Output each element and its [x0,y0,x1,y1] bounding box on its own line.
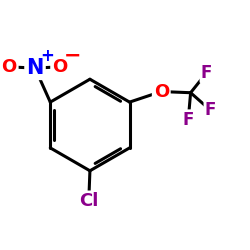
Text: F: F [205,101,216,119]
Text: O: O [154,82,169,100]
Text: +: + [40,47,54,65]
Text: Cl: Cl [79,192,98,210]
Text: O: O [52,58,67,76]
Text: F: F [201,64,212,82]
Text: −: − [64,46,81,66]
Text: N: N [26,58,44,78]
Text: F: F [182,111,194,129]
Text: O: O [2,58,17,76]
